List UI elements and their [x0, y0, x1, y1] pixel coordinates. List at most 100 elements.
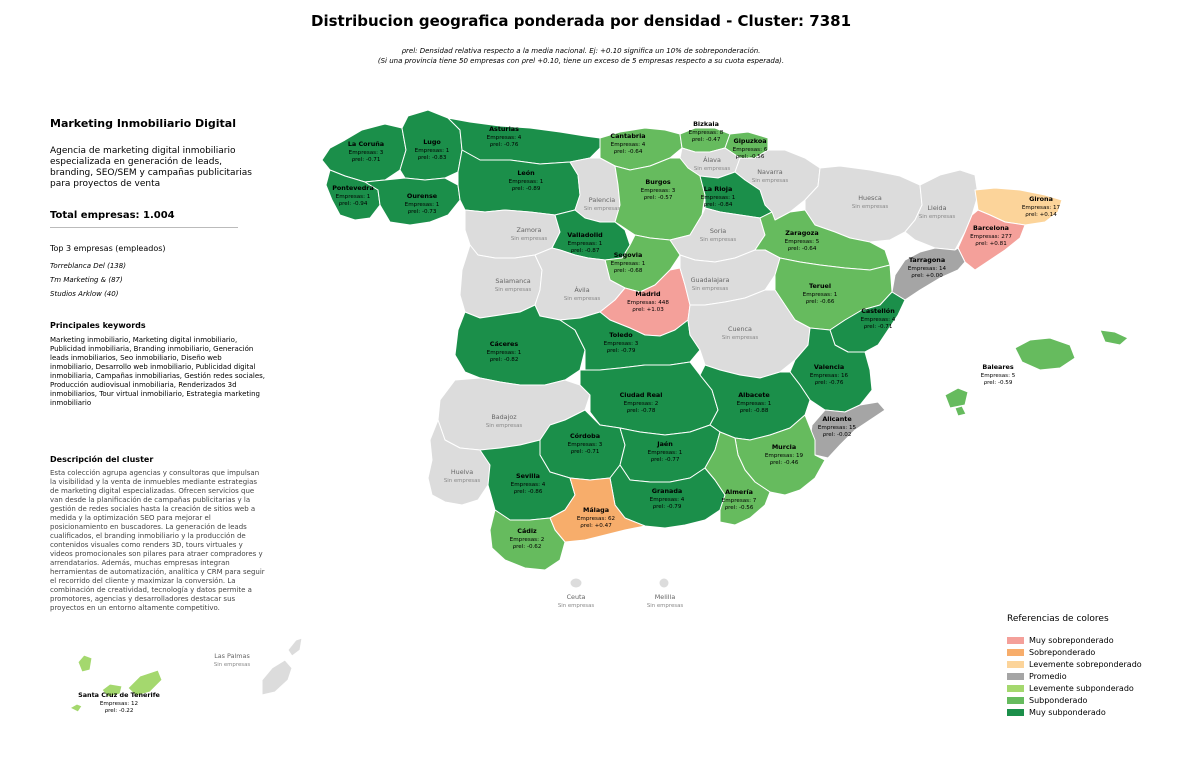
province-label-salamanca: Salamanca Sin empresas	[495, 277, 532, 293]
province-santa-cruz-de-tenerife	[69, 654, 163, 713]
legend-label: Muy subponderado	[1029, 707, 1106, 717]
top-companies-title: Top 3 empresas (empleados)	[50, 244, 166, 253]
province-rho: ρrel: -0.77	[651, 457, 680, 463]
legend-label: Levemente subponderado	[1029, 683, 1134, 693]
province-shapes	[69, 109, 1129, 713]
legend-label: Muy sobreponderado	[1029, 635, 1114, 645]
province-rho: ρrel: -0.64	[788, 246, 817, 252]
legend-label: Promedio	[1029, 671, 1067, 681]
province-name: Zamora	[517, 226, 542, 234]
province-label-ceuta: Ceuta Sin empresas	[558, 593, 595, 609]
legend-title: Referencias de colores	[1007, 614, 1109, 624]
province-name: Valladolid	[567, 231, 603, 239]
legend-swatch	[1007, 708, 1024, 716]
province-label-avila: Ávila Sin empresas	[564, 285, 601, 302]
province-name: Lleida	[927, 204, 946, 212]
province-rho: ρrel: -0.78	[627, 408, 656, 414]
legend-swatch	[1007, 648, 1024, 656]
province-empresas: Empresas: 4	[861, 317, 896, 323]
province-ceuta	[569, 577, 583, 589]
province-empresas: Empresas: 6	[733, 147, 768, 153]
province-name: Cádiz	[517, 527, 537, 535]
density-note-line-1: ρrel: Densidad relativa respecto a la me…	[401, 47, 761, 55]
province-lleida	[904, 169, 979, 251]
province-empresas: Empresas: 3	[604, 341, 639, 347]
province-huelva	[427, 419, 491, 506]
province-guadalajara	[679, 249, 781, 306]
total-companies: Total empresas: 1.004	[50, 210, 175, 221]
province-tarragona	[891, 247, 966, 301]
province-empresas: Empresas: 2	[510, 537, 545, 543]
province-name: Albacete	[738, 391, 770, 399]
province-name: Salamanca	[495, 277, 530, 285]
province-empresas: Empresas: 7	[722, 498, 757, 504]
separator-line	[50, 227, 238, 228]
province-name: Granada	[652, 487, 682, 495]
province-sin-empresas: Sin empresas	[700, 237, 737, 243]
province-name: Ciudad Real	[620, 391, 663, 399]
province-empresas: Empresas: 16	[810, 373, 849, 379]
province-name: Huelva	[451, 468, 473, 476]
province-rho: ρrel: -0.87	[571, 248, 600, 254]
province-name: Burgos	[645, 178, 671, 186]
province-rho: ρrel: -0.22	[105, 708, 134, 714]
province-sin-empresas: Sin empresas	[564, 296, 601, 302]
legend-label: Levemente sobreponderado	[1029, 659, 1142, 669]
province-empresas: Empresas: 1	[415, 148, 450, 154]
province-label-guadalajara: Guadalajara Sin empresas	[691, 276, 730, 292]
province-empresas: Empresas: 4	[487, 135, 522, 141]
province-sin-empresas: Sin empresas	[558, 603, 595, 609]
province-empresas: Empresas: 3	[349, 150, 384, 156]
province-name: Pontevedra	[332, 184, 374, 192]
province-name: Bizkaia	[693, 120, 719, 128]
keywords-title: Principales keywords	[50, 321, 146, 330]
province-rho: ρrel: -0.57	[644, 195, 673, 201]
province-name: Ávila	[574, 285, 589, 294]
keywords-text: Marketing inmobiliario, Marketing digita…	[50, 336, 266, 407]
province-sin-empresas: Sin empresas	[486, 423, 523, 429]
legend-item-muy-sub: Muy subponderado	[1007, 706, 1142, 718]
top-company-3: Studios Arklow (40)	[50, 290, 119, 298]
province-rho: ρrel: +0.00	[911, 273, 943, 279]
province-empresas: Empresas: 3	[641, 188, 676, 194]
province-name: Guadalajara	[691, 276, 730, 284]
province-name: Madrid	[635, 290, 661, 298]
province-rho: ρrel: -0.89	[512, 186, 541, 192]
province-empresas: Empresas: 1	[611, 261, 646, 267]
province-name: Jaén	[656, 440, 673, 448]
province-name: Baleares	[982, 363, 1014, 371]
province-label-cuenca: Cuenca Sin empresas	[722, 325, 759, 341]
province-rho: ρrel: -0.71	[352, 157, 381, 163]
province-malaga	[549, 477, 646, 543]
province-name: Toledo	[609, 331, 633, 339]
province-empresas: Empresas: 1	[701, 195, 736, 201]
province-label-las-palmas: Las Palmas Sin empresas	[214, 652, 251, 668]
province-rho: ρrel: -0.66	[806, 299, 835, 305]
province-empresas: Empresas: 62	[577, 516, 615, 522]
province-sin-empresas: Sin empresas	[852, 204, 889, 210]
province-label-santa-cruz-de-tenerife: Santa Cruz de Tenerife Empresas: 12ρrel: …	[78, 691, 160, 714]
province-label-huelva: Huelva Sin empresas	[444, 468, 481, 484]
province-rho: ρrel: -0.79	[653, 504, 682, 510]
province-rho: ρrel: -0.62	[513, 544, 542, 550]
province-empresas: Empresas: 1	[487, 350, 522, 356]
province-rho: ρrel: -0.56	[736, 154, 765, 160]
province-empresas: Empresas: 3	[568, 442, 603, 448]
province-label-palencia: Palencia Sin empresas	[584, 196, 621, 212]
province-rho: ρrel: -0.79	[607, 348, 636, 354]
province-rho: ρrel: -0.68	[614, 268, 643, 274]
province-rho: ρrel: +0.47	[580, 523, 612, 529]
legend-swatch	[1007, 672, 1024, 680]
